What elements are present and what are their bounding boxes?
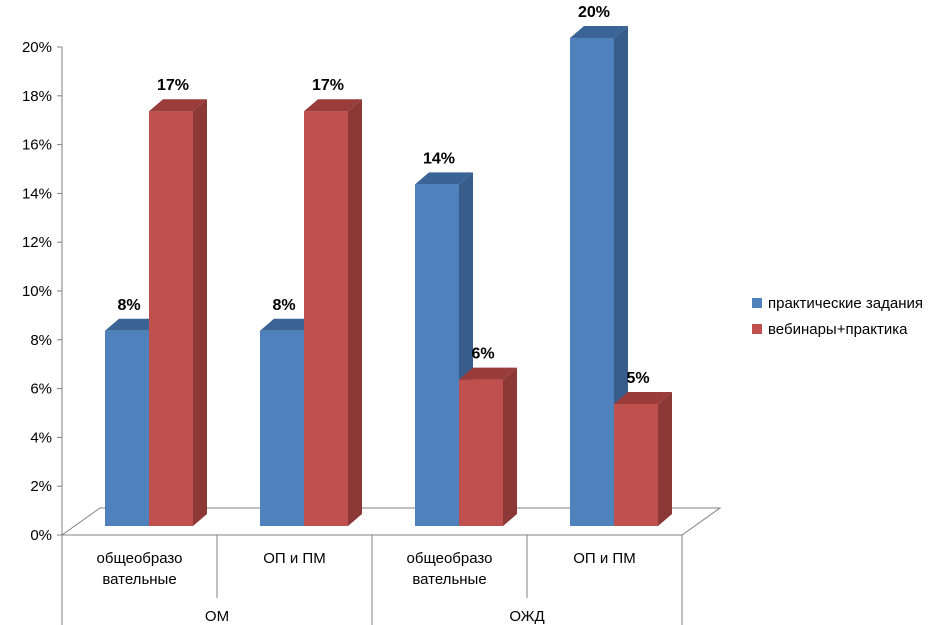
bar [149, 99, 207, 526]
data-label: 8% [272, 297, 295, 314]
bar-top [260, 318, 318, 331]
y-tick-label: 20% [22, 39, 52, 56]
y-tick-label: 6% [30, 381, 52, 398]
y-tick-label: 12% [22, 234, 52, 251]
data-label: 17% [157, 77, 189, 94]
bar-top [304, 99, 362, 112]
data-label: 8% [117, 297, 140, 314]
bar-front [415, 184, 459, 526]
legend-swatch-series-1 [752, 298, 762, 308]
category-label: вательные [412, 571, 486, 588]
y-tick-label: 14% [22, 185, 52, 202]
y-tick-label: 2% [30, 478, 52, 495]
bar-front [459, 379, 503, 526]
category-label: общеобразо [407, 550, 493, 567]
x-axis: общеобразо вательные ОП и ПМ общеобразо вате… [61, 534, 683, 625]
bar-side [503, 367, 517, 526]
bar [304, 99, 362, 526]
legend-label-series-2: вебинары+практика [768, 320, 908, 338]
bar-front [149, 111, 193, 526]
bar-front [260, 330, 304, 526]
data-label: 14% [423, 150, 455, 167]
data-label: 5% [626, 370, 649, 387]
y-tick-label: 8% [30, 332, 52, 349]
y-tick-label: 16% [22, 137, 52, 154]
bar-top [614, 392, 672, 404]
bar-side [658, 392, 672, 526]
bars [105, 26, 672, 526]
y-tick-label: 4% [30, 429, 52, 446]
category-label: вательные [102, 571, 176, 588]
category-label: ОП и ПМ [573, 550, 635, 567]
bar-front [105, 330, 149, 526]
bar-front [304, 111, 348, 526]
data-labels: 8% 17% 8% 17% 14% 6% 20% 5% [117, 4, 649, 387]
category-label: общеобразо [97, 550, 183, 567]
legend-swatch-series-2 [752, 324, 762, 334]
category-label: ОП и ПМ [263, 550, 325, 567]
bar [415, 172, 473, 526]
y-axis: 0% 2% 4% 6% 8% 10% 12% 14% 16% 18% 20% [22, 39, 63, 544]
y-tick-label: 10% [22, 283, 52, 300]
legend-item-series-1: практические задания [752, 290, 923, 316]
data-label: 17% [312, 77, 344, 94]
bar-side [348, 99, 362, 526]
bar-top [570, 26, 628, 38]
data-label: 20% [578, 4, 610, 21]
bar [570, 26, 628, 526]
legend-item-series-2: вебинары+практика [752, 316, 923, 342]
bar-top [415, 172, 473, 185]
bar-top [459, 367, 517, 380]
y-tick-label: 18% [22, 88, 52, 105]
bar-top [149, 99, 207, 112]
bar [614, 392, 672, 526]
bar [459, 367, 517, 526]
bar-front [614, 404, 658, 526]
data-label: 6% [471, 346, 494, 363]
group-label: ОМ [205, 608, 229, 625]
bar-side [193, 99, 207, 526]
legend: практические задания вебинары+практика [752, 290, 923, 342]
bar-front [570, 38, 614, 526]
legend-label-series-1: практические задания [768, 294, 923, 312]
y-tick-label: 0% [30, 527, 52, 544]
group-label: ОЖД [509, 608, 544, 625]
bar-top [105, 318, 163, 331]
